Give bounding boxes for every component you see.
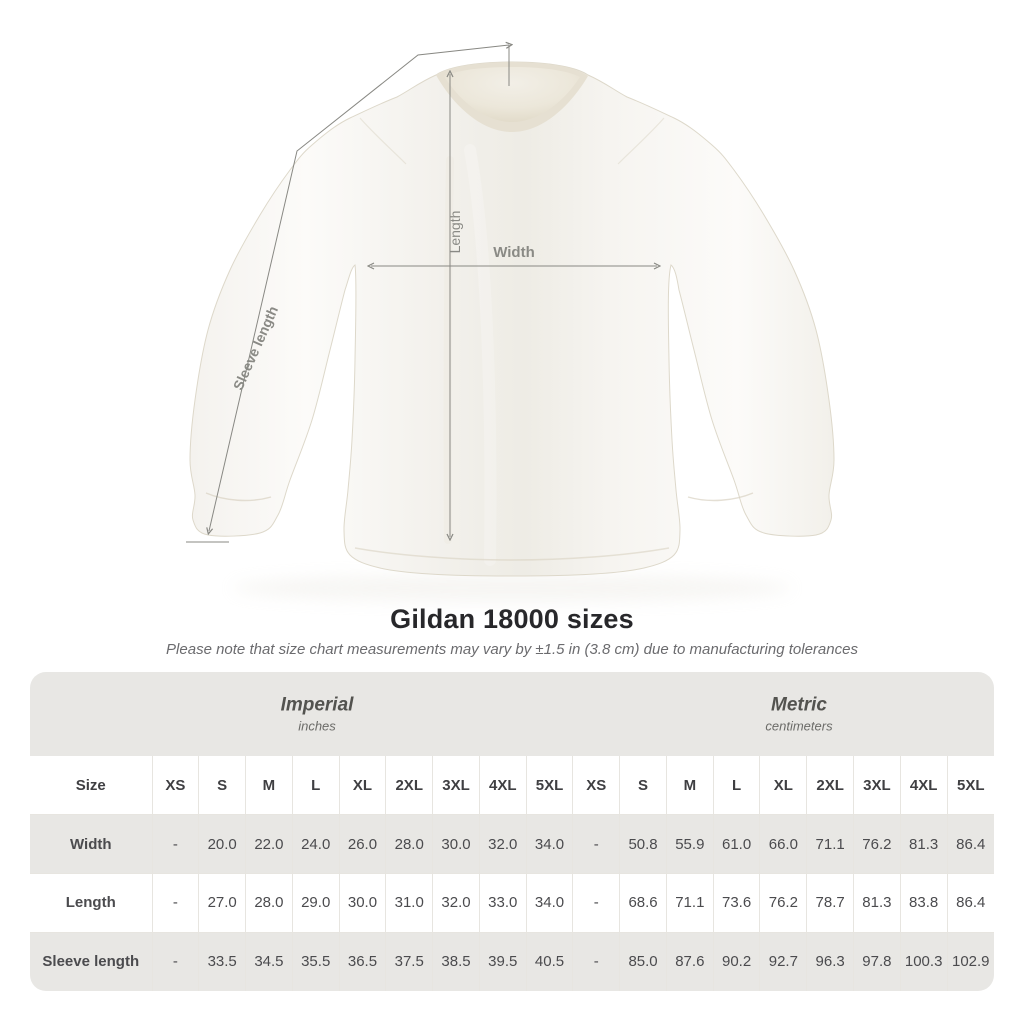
svg-text:Length: Length xyxy=(447,211,463,254)
svg-text:Width: Width xyxy=(493,244,535,261)
